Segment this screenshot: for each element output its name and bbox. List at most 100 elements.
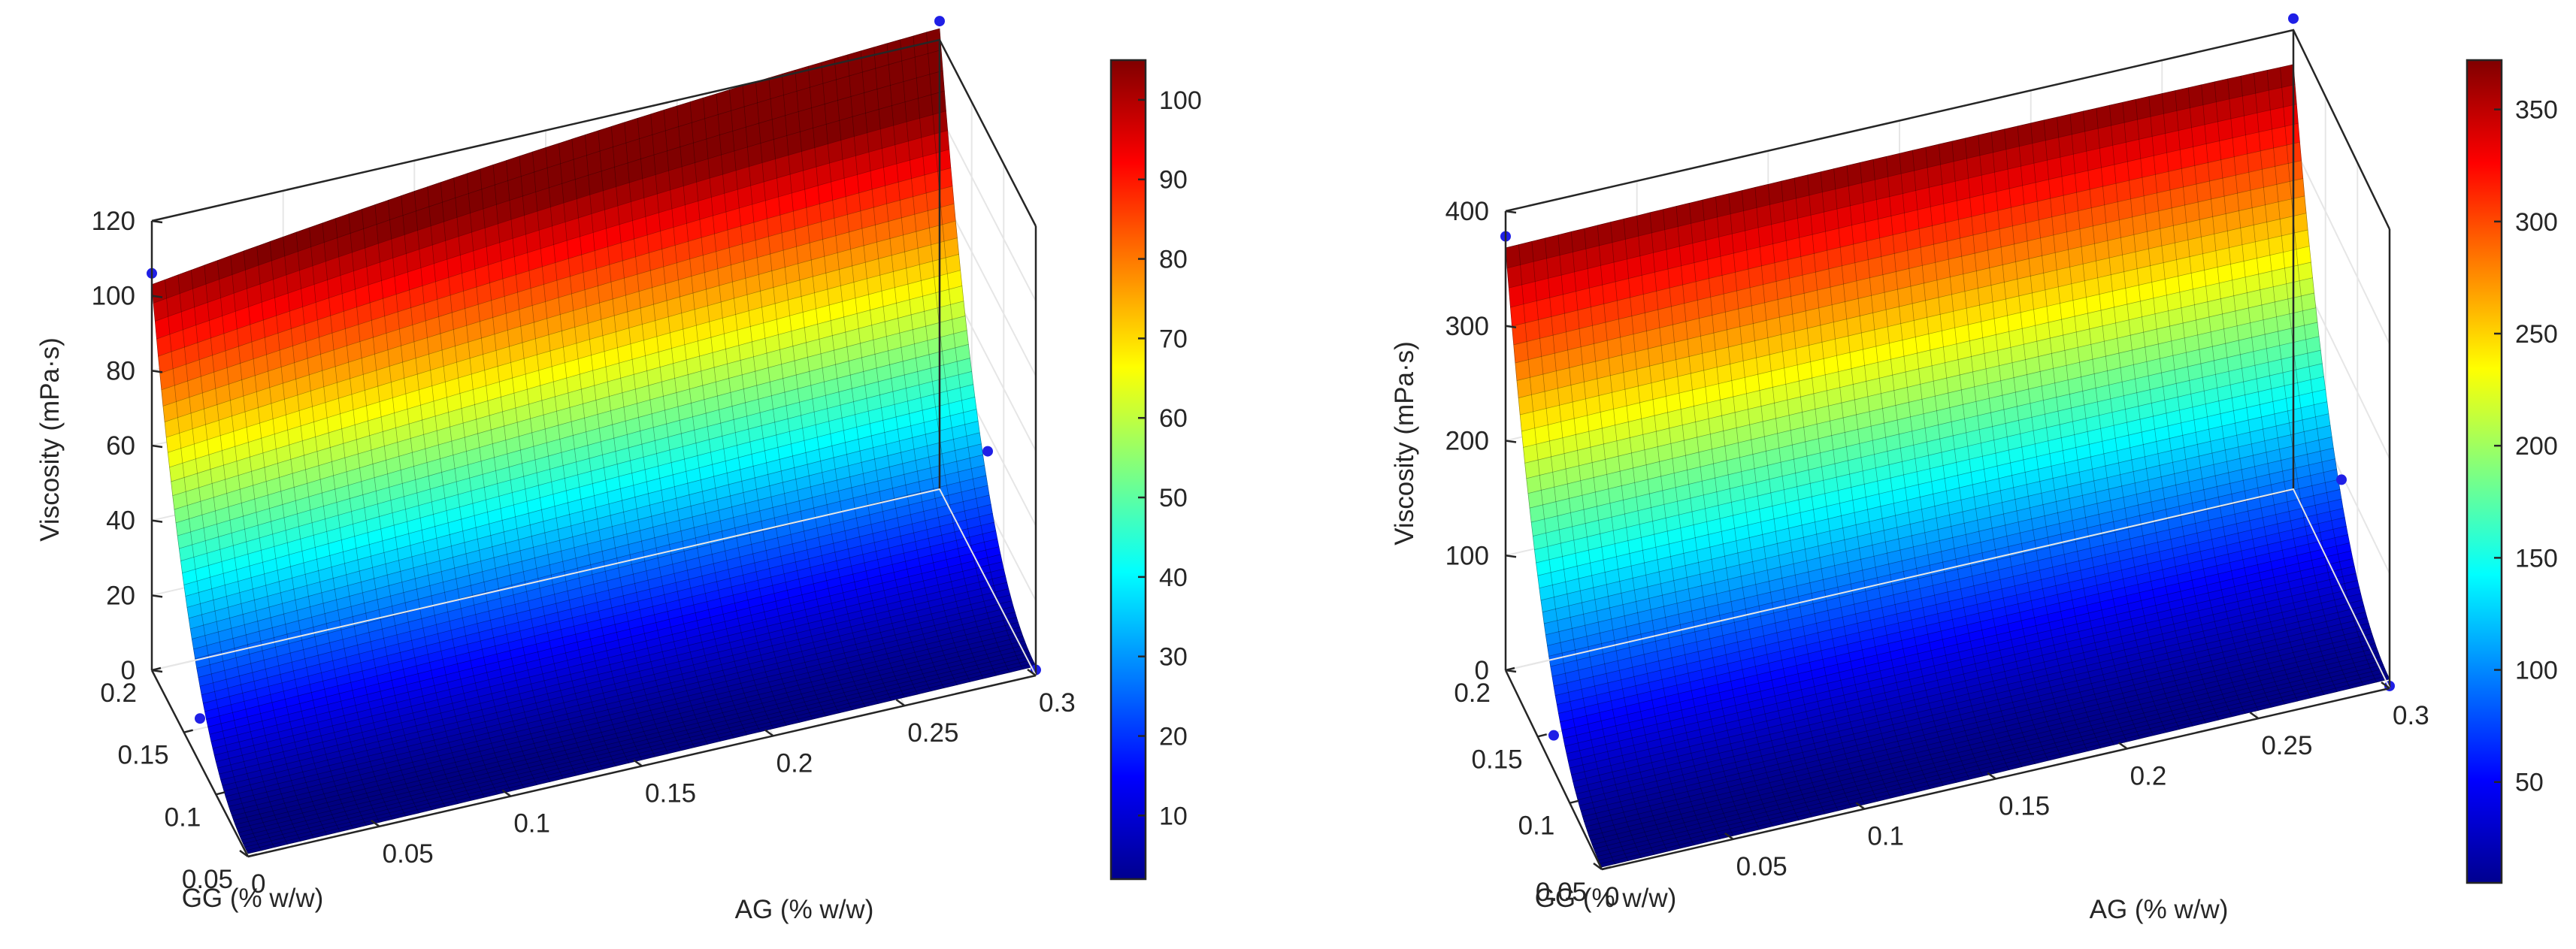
plot2-surface-patch [2284, 122, 2300, 146]
plot2-surface-patch [1853, 240, 1869, 264]
plot2-surface-patch [1677, 222, 1694, 247]
plot2-surface [1505, 64, 2390, 868]
plot2-surface-patch [2112, 142, 2128, 165]
plot1-surface-patch [896, 159, 912, 183]
plot1-surface-patch [837, 96, 853, 121]
plot2-surface-patch [1782, 198, 1798, 222]
plot2-surface-patch [1884, 289, 1899, 310]
plot1-surface-patch [729, 85, 745, 111]
plot2-surface-patch [2136, 265, 2153, 286]
plot2-surface-patch [1979, 152, 1995, 176]
plot1-y-axis-label: GG (% w/w) [182, 884, 324, 913]
plot1-surface-patch [743, 102, 760, 128]
plot2-surface-patch [1827, 246, 1842, 270]
plot2-surface-patch [1813, 249, 1830, 273]
plot2-surface-patch [1839, 243, 1856, 267]
plot2-surface-patch [1886, 153, 1902, 177]
plot2-surface-patch [2269, 252, 2285, 272]
plot2-surface-patch [1796, 195, 1812, 219]
plot2-surface-patch [1810, 211, 1826, 235]
plot2-surface-patch [1735, 268, 1751, 292]
plot2-surface-patch [1893, 249, 1910, 272]
plot1-gg-tick [216, 791, 226, 796]
plot1-surface-patch [873, 43, 889, 69]
plot2-surface-patch [2022, 182, 2038, 205]
plot2-surface-patch [2038, 216, 2054, 239]
plot1-data-point [195, 713, 205, 724]
plot1-surface-patch [814, 144, 830, 168]
plot2-surface-patch [1875, 196, 1892, 219]
plot1-surface-patch [757, 98, 773, 124]
plot2-surface-patch [1887, 173, 1903, 197]
plot2-surface-patch [2187, 84, 2204, 108]
plot1-surface-patch [918, 94, 934, 119]
plot2-surface-patch [1912, 147, 1928, 171]
plot2-surface-patch [2255, 89, 2271, 113]
plot2-surface-patch [1751, 302, 1767, 324]
plot2-surface-patch [1742, 187, 1757, 211]
plot2-surface-patch [2090, 204, 2107, 227]
plot2-surface-patch [1892, 231, 1909, 254]
plot2-surface-patch [1767, 180, 1784, 205]
plot2-surface-patch [1745, 227, 1760, 251]
plot2-surface-patch [2048, 176, 2064, 199]
plot2-surface-patch [2258, 128, 2274, 152]
plot1-surface-patch [637, 113, 653, 140]
plot2-surface-patch [2283, 104, 2299, 127]
plot2-surface-patch [2025, 219, 2041, 242]
plot1-surface-patch [761, 159, 777, 183]
plot2-surface-patch [2033, 159, 2049, 183]
plot2-surface-patch [2021, 162, 2036, 186]
plot2-surface-patch [2024, 201, 2039, 224]
plot2-surface-patch [2061, 173, 2077, 196]
plot1-surface-patch [924, 171, 940, 194]
plot2-surface-patch [2258, 270, 2274, 290]
plot2-surface-patch [1764, 299, 1780, 321]
plot2-surface-patch [2117, 198, 2133, 221]
plot2-surface-patch [2253, 222, 2269, 243]
plot2-surface-patch [1900, 170, 1917, 194]
plot2-surface-patch [1802, 271, 1818, 294]
plot1-colorbar-bar [1109, 59, 1147, 881]
plot2-surface-patch [2086, 147, 2102, 171]
plot1-z-tick-label: 20 [106, 581, 135, 610]
plot1-colorbar-tick-label: 20 [1159, 723, 1188, 751]
plot2-surface-patch [2164, 276, 2181, 296]
plot2-surface-patch [1746, 246, 1762, 270]
plot2-surface-patch [1899, 303, 1915, 324]
plot2-surface-patch [2097, 125, 2114, 149]
plot2-surface-patch [1806, 325, 1823, 346]
plot1-colorbar-tick-label: 60 [1159, 404, 1188, 433]
plot2-surface-patch [2240, 225, 2256, 246]
plot2-surface-patch [2223, 192, 2239, 214]
plot2-surface-patch [1799, 234, 1815, 257]
plot2-surface-patch [1803, 289, 1820, 312]
plot2-surface-patch [1784, 218, 1800, 241]
plot1-surface-patch [883, 163, 899, 186]
plot2-surface-patch [2110, 271, 2126, 292]
plot2-surface-patch [2205, 283, 2221, 302]
plot2-surface-patch [2232, 277, 2248, 296]
plot1-surface-patch [910, 156, 925, 180]
plot2-surface-patch [2284, 264, 2300, 285]
plot2-surface-patch [1845, 298, 1860, 319]
plot2-surface-patch [2028, 255, 2045, 277]
plot2-surface-patch [2087, 167, 2103, 190]
plot2-surface-patch [1969, 194, 1985, 217]
plot2-surface-patch [2150, 113, 2166, 137]
plot2-surface-patch [2230, 115, 2246, 138]
plot1-surface-patch [742, 81, 758, 107]
plot2-surface-patch [2268, 235, 2284, 255]
plot1-surface-patch [893, 121, 909, 146]
plot2-surface-patch [1996, 188, 2011, 211]
plot2-surface-patch [2222, 174, 2238, 197]
plot2-surface-patch [1956, 197, 1972, 220]
plot2-surface-patch [2150, 262, 2166, 283]
plot1-surface-patch [929, 70, 945, 95]
plot2-surface-patch [2171, 204, 2187, 226]
plot2-surface-patch [1833, 165, 1849, 189]
plot2-surface-patch [2254, 238, 2271, 258]
plot2-surface-patch [1848, 332, 1863, 353]
